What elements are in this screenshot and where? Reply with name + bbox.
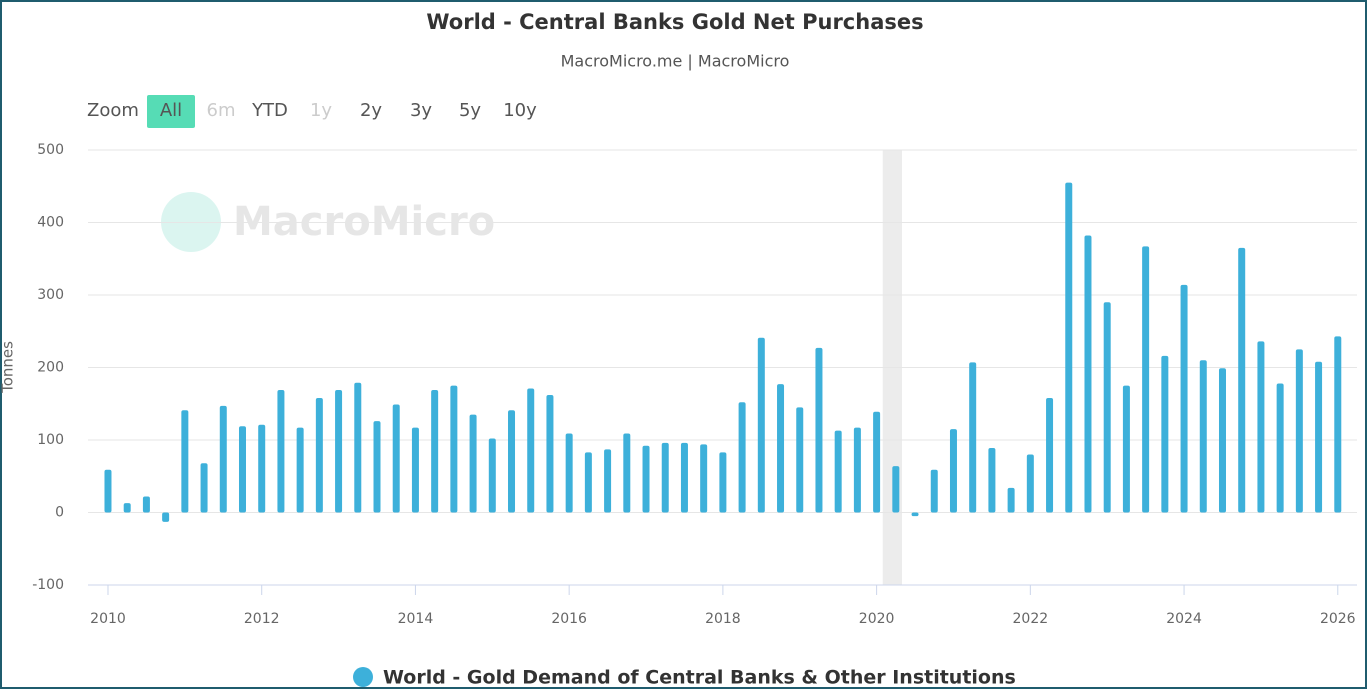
bar [296,427,304,513]
bar [949,429,957,513]
bar [142,496,150,513]
zoom-label: Zoom [87,100,139,121]
bar [373,421,381,513]
x-tick-label: 2012 [244,611,280,627]
bar [988,447,996,513]
bar [200,463,208,513]
bar [1315,361,1323,513]
bar [642,445,650,513]
y-tick-label: 500 [37,142,64,158]
bar [604,449,612,513]
bar [815,347,823,513]
bar [104,469,112,513]
bar [700,444,708,513]
bar [431,389,439,513]
bar [1026,454,1034,513]
bar [1007,487,1015,513]
chart-subtitle: MacroMicro.me | MacroMicro [561,52,790,71]
bar [777,384,785,513]
bar [238,426,246,513]
bar [1142,246,1150,513]
range-button[interactable]: 3y [410,100,432,121]
bar [911,512,919,517]
bar [1199,360,1207,513]
bar [1257,341,1265,513]
x-tick-label: 2014 [398,611,434,627]
y-tick-label: 0 [55,505,64,521]
y-tick-label: 300 [37,287,64,303]
bar [258,424,266,513]
bar [527,388,535,513]
bar [469,414,477,513]
range-button[interactable]: 2y [360,100,382,121]
x-tick-label: 2020 [859,611,895,627]
bar [1180,284,1188,513]
bar [1065,182,1073,513]
bar [892,466,900,513]
bar [450,385,458,513]
bar [584,452,592,513]
bar [277,389,285,513]
bar [738,402,746,513]
bar [661,442,669,513]
bar [1161,355,1169,513]
bar [834,430,842,513]
bar [1084,235,1092,513]
bar [508,410,516,513]
bar [680,442,688,513]
range-button[interactable]: YTD [251,100,288,121]
range-button-bg [147,95,195,128]
bar [1122,385,1130,513]
y-tick-label: 400 [37,215,64,231]
x-tick-label: 2010 [90,611,126,627]
bar [1046,397,1054,513]
y-tick-label: -100 [32,577,64,593]
x-tick-label: 2016 [551,611,587,627]
range-button[interactable]: 10y [503,100,537,121]
bar [392,404,400,513]
x-tick-label: 2022 [1013,611,1049,627]
bar [719,452,727,513]
y-axis-label: Tonnes [0,341,17,394]
bar [315,397,323,513]
y-tick-label: 100 [37,432,64,448]
bar [565,433,573,513]
range-button[interactable]: 5y [459,100,481,121]
legend-label: World - Gold Demand of Central Banks & O… [383,667,1016,689]
legend-marker [353,667,373,687]
range-button[interactable]: All [160,100,182,121]
bar [162,512,170,522]
bar [1218,368,1226,513]
bar [623,433,631,513]
x-tick-label: 2026 [1320,611,1356,627]
bar [1103,302,1111,513]
x-tick-label: 2018 [705,611,741,627]
chart-title: World - Central Banks Gold Net Purchases [426,10,923,34]
bar [873,411,881,513]
bar [123,503,131,513]
bar [1334,336,1342,513]
bar [1276,383,1284,513]
x-tick-label: 2024 [1166,611,1202,627]
bar [1295,349,1303,513]
bar [930,469,938,513]
bar [335,389,343,513]
bar [969,362,977,513]
range-button: 6m [207,100,236,121]
bar [181,410,189,513]
bar [1238,247,1246,513]
bar [219,405,227,513]
bar [757,337,765,513]
range-button: 1y [310,100,332,121]
bar [411,427,419,513]
bar [853,427,861,513]
bar [546,395,554,513]
bar [796,407,804,513]
bar [354,382,362,513]
bar [488,438,496,513]
y-tick-label: 200 [37,360,64,376]
